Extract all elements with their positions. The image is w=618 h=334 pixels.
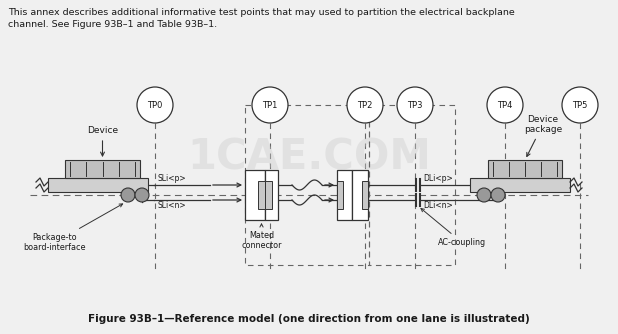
Circle shape: [491, 188, 505, 202]
Circle shape: [397, 87, 433, 123]
Text: Device: Device: [87, 126, 118, 135]
Bar: [65, 160, 140, 178]
Bar: [258, 181, 265, 209]
Circle shape: [477, 188, 491, 202]
Circle shape: [135, 188, 149, 202]
Text: SLi<p>: SLi<p>: [157, 174, 185, 183]
Text: This annex describes additional informative test points that may used to partiti: This annex describes additional informat…: [8, 8, 515, 29]
Text: TP1: TP1: [262, 101, 277, 110]
Bar: [265, 181, 272, 209]
Bar: [48, 178, 148, 192]
Text: TP3: TP3: [407, 101, 423, 110]
Circle shape: [562, 87, 598, 123]
Bar: [337, 170, 352, 220]
Circle shape: [137, 87, 173, 123]
Bar: [352, 170, 368, 220]
Text: TP4: TP4: [497, 101, 513, 110]
Bar: [488, 160, 562, 178]
Text: DLi<n>: DLi<n>: [423, 201, 453, 210]
Text: AC-coupling: AC-coupling: [421, 208, 486, 247]
Bar: [265, 170, 278, 220]
Circle shape: [347, 87, 383, 123]
Bar: [362, 181, 368, 209]
Text: TP2: TP2: [357, 101, 373, 110]
Bar: [470, 178, 570, 192]
Text: SLi<n>: SLi<n>: [157, 201, 185, 210]
Bar: [369, 105, 455, 265]
Text: 1CAE.COM: 1CAE.COM: [187, 136, 431, 178]
Text: Mated
connector: Mated connector: [241, 224, 282, 250]
Bar: [245, 170, 265, 220]
Bar: [337, 181, 343, 209]
Text: TP5: TP5: [572, 101, 588, 110]
Text: Package-to
board-interface: Package-to board-interface: [23, 204, 122, 252]
Text: Device
package: Device package: [524, 115, 562, 156]
Text: DLi<p>: DLi<p>: [423, 174, 453, 183]
Circle shape: [252, 87, 288, 123]
Circle shape: [121, 188, 135, 202]
Text: Figure 93B–1—Reference model (one direction from one lane is illustrated): Figure 93B–1—Reference model (one direct…: [88, 314, 530, 324]
Circle shape: [487, 87, 523, 123]
Bar: [245, 105, 369, 265]
Text: TP0: TP0: [147, 101, 163, 110]
